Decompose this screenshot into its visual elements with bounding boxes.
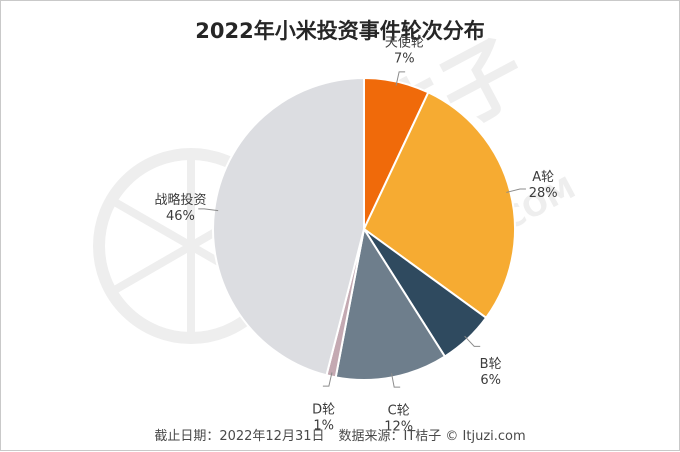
slice-percent-5: 46%	[166, 209, 195, 224]
slice-label-0: 天使轮	[385, 34, 424, 50]
leader-line-1	[506, 188, 526, 193]
slice-label-2: B轮	[480, 357, 502, 372]
footer: 截止日期：2022年12月31日 数据来源：IT桔子 © Itjuzi.com	[1, 425, 679, 444]
slice-percent-2: 6%	[480, 373, 501, 388]
slice-percent-0: 7%	[394, 51, 415, 66]
chart-title: 2022年小米投资事件轮次分布	[195, 19, 485, 43]
slice-label-4: D轮	[312, 403, 335, 418]
leader-lines	[198, 71, 526, 388]
slice-percent-1: 28%	[529, 186, 558, 201]
slice-label-5: 战略投资	[154, 192, 206, 208]
slice-label-3: C轮	[388, 404, 410, 419]
pie-slices	[212, 77, 516, 381]
slice-percent-4: 1%	[313, 419, 334, 434]
slice-label-1: A轮	[532, 170, 554, 185]
leader-line-2	[464, 335, 481, 347]
leader-line-0	[395, 71, 406, 86]
leader-line-4	[322, 372, 333, 387]
footer-date: 截止日期：2022年12月31日	[154, 429, 325, 444]
leader-line-5	[198, 208, 219, 212]
footer-source: 数据来源：IT桔子 © Itjuzi.com	[338, 429, 526, 444]
leader-line-3	[391, 373, 401, 388]
slice-percent-3: 12%	[384, 420, 413, 435]
